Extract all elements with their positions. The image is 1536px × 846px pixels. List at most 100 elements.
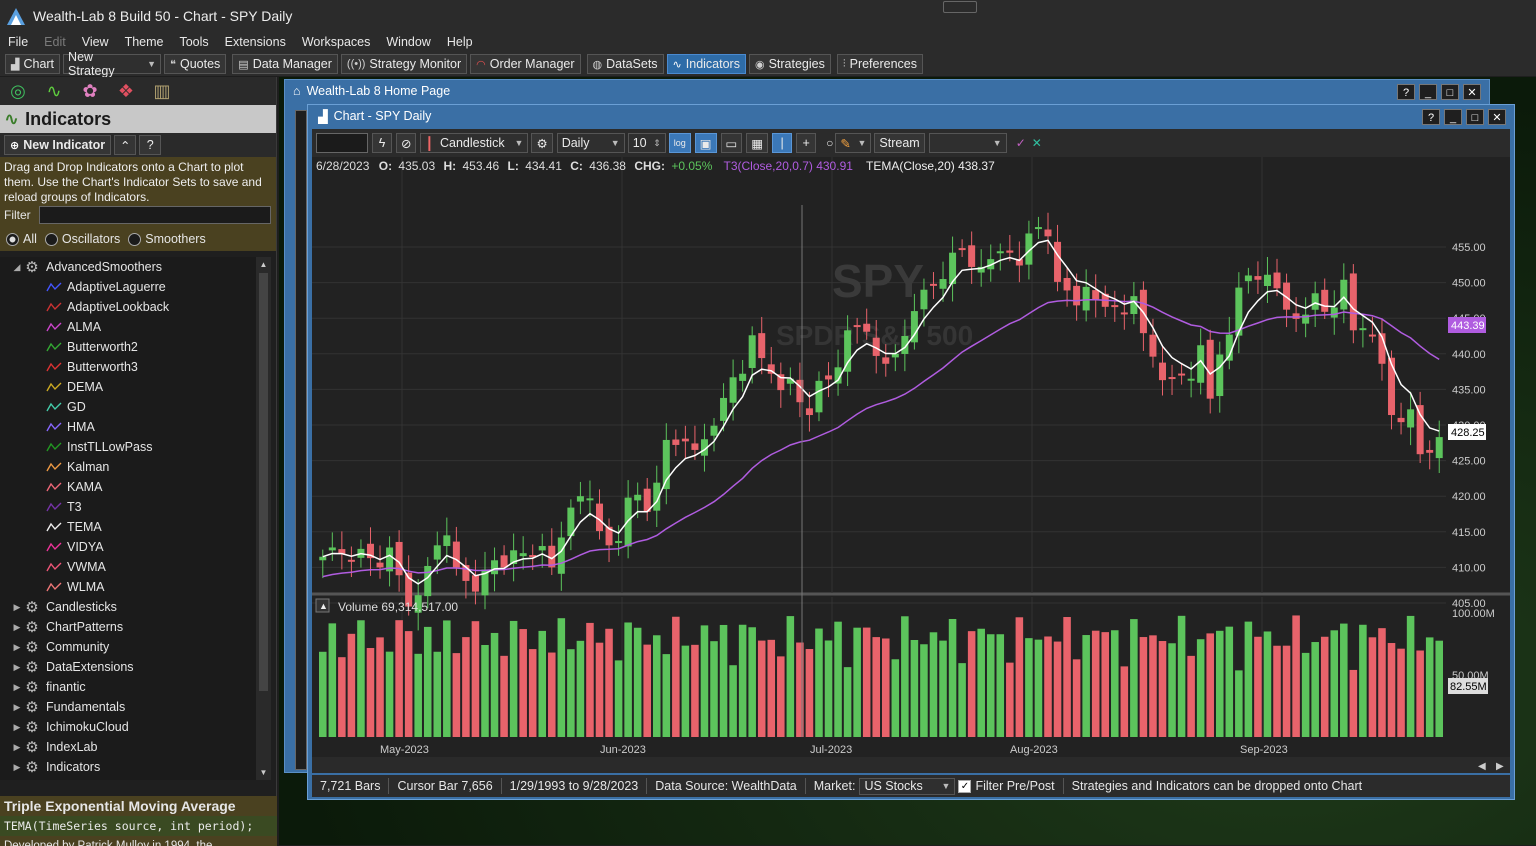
- menu-edit[interactable]: Edit: [44, 35, 66, 49]
- tree-item[interactable]: InstTLLowPass: [0, 437, 256, 457]
- menu-help[interactable]: Help: [446, 35, 473, 49]
- chart-window[interactable]: ▟ Chart - SPY Daily ? _ □ ✕ ϟ ⊘ ┃ Candlest…: [307, 104, 1515, 800]
- bar-spacing-stepper[interactable]: 10 ⇕: [627, 133, 666, 153]
- order-manager-button[interactable]: ◠ Order Manager: [470, 54, 581, 74]
- chart-button[interactable]: ▟ Chart: [5, 54, 61, 74]
- pane-button[interactable]: ▭: [720, 133, 743, 153]
- scroll-left-icon[interactable]: ◀: [1478, 761, 1486, 772]
- collapsed-arrow-icon[interactable]: ▶: [13, 661, 21, 672]
- tree-item[interactable]: HMA: [0, 417, 256, 437]
- minimize-icon[interactable]: _: [1444, 109, 1462, 125]
- quotes-button[interactable]: ❝ Quotes: [164, 54, 227, 74]
- help-icon[interactable]: ?: [1397, 84, 1415, 100]
- log-scale-button[interactable]: log: [668, 133, 691, 153]
- maximize-icon[interactable]: □: [1466, 109, 1484, 125]
- tree-item[interactable]: GD: [0, 397, 256, 417]
- data-manager-button[interactable]: ▤ Data Manager: [232, 54, 338, 74]
- collapsed-arrow-icon[interactable]: ▶: [13, 721, 21, 732]
- lightning-button[interactable]: ϟ: [372, 133, 392, 153]
- wave-icon[interactable]: ∿: [46, 81, 62, 101]
- maximize-icon[interactable]: □: [1441, 84, 1459, 100]
- tree-item[interactable]: VIDYA: [0, 537, 256, 557]
- strategies-button[interactable]: ◉ Strategies: [748, 54, 831, 74]
- stream-button[interactable]: Stream: [874, 133, 925, 153]
- menu-window[interactable]: Window: [386, 35, 431, 49]
- datasets-button[interactable]: ◍ DataSets: [586, 54, 664, 74]
- tree-item[interactable]: Butterworth3: [0, 357, 256, 377]
- tree-item[interactable]: KAMA: [0, 477, 256, 497]
- scale-select[interactable]: Daily ▼: [556, 133, 625, 153]
- preferences-button[interactable]: ⫶ Preferences: [836, 54, 924, 74]
- tree-item[interactable]: Butterworth2: [0, 337, 256, 357]
- menu-tools[interactable]: Tools: [179, 35, 209, 49]
- cursor-line-button[interactable]: |: [772, 133, 793, 153]
- scroll-right-icon[interactable]: ▶: [1496, 761, 1504, 772]
- collapsed-arrow-icon[interactable]: ▶: [13, 681, 21, 692]
- brain-icon[interactable]: ✿: [82, 81, 98, 101]
- close-icon[interactable]: ✕: [1488, 109, 1506, 125]
- stream-provider-select[interactable]: ▼: [928, 133, 1007, 153]
- menu-view[interactable]: View: [81, 35, 109, 49]
- collapsed-arrow-icon[interactable]: ▶: [13, 741, 21, 752]
- tree-item[interactable]: Kalman: [0, 457, 256, 477]
- menu-theme[interactable]: Theme: [124, 35, 164, 49]
- tree-group[interactable]: ▶ ⚙ Community: [0, 637, 256, 657]
- price-chart[interactable]: SPY SPDR S&P 500 455.00450.00445.00440.0…: [312, 157, 1510, 773]
- tree-group[interactable]: ▶ ⚙ IndexLab: [0, 737, 256, 757]
- cubes-icon[interactable]: ❖: [117, 81, 135, 101]
- help-icon[interactable]: ?: [1422, 109, 1440, 125]
- horizontal-scrollbar[interactable]: [312, 757, 1510, 773]
- tree-item[interactable]: AdaptiveLookback: [0, 297, 256, 317]
- collapsed-arrow-icon[interactable]: ▶: [13, 761, 21, 772]
- tree-item[interactable]: VWMA: [0, 557, 256, 577]
- tree-item[interactable]: AdaptiveLaguerre: [0, 277, 256, 297]
- indicators-button[interactable]: ∿ Indicators: [666, 54, 746, 74]
- link-button[interactable]: ⊘: [396, 133, 417, 153]
- tree-group[interactable]: ▶ ⚙ ChartPatterns: [0, 617, 256, 637]
- minimize-icon[interactable]: _: [1419, 84, 1437, 100]
- market-select[interactable]: US Stocks ▼: [859, 777, 956, 795]
- scroll-thumb[interactable]: [259, 273, 268, 691]
- tree-item[interactable]: DEMA: [0, 377, 256, 397]
- menu-file[interactable]: File: [8, 35, 29, 49]
- tree-item[interactable]: T3: [0, 497, 256, 517]
- chart-window-titlebar[interactable]: ▟ Chart - SPY Daily: [308, 105, 1514, 127]
- tree-group[interactable]: ▶ ⚙ Fundamentals: [0, 697, 256, 717]
- tree-group[interactable]: ▶ ⚙ DataExtensions: [0, 657, 256, 677]
- new-indicator-button[interactable]: ⊕ New Indicator: [4, 135, 112, 155]
- filter-input[interactable]: [38, 206, 271, 224]
- radio-oscillators[interactable]: Oscillators: [44, 232, 120, 246]
- check-icon[interactable]: ✓: [1015, 136, 1026, 150]
- menu-extensions[interactable]: Extensions: [224, 35, 286, 49]
- tree-item[interactable]: WLMA: [0, 577, 256, 597]
- cancel-icon[interactable]: ✕: [1031, 136, 1042, 150]
- home-window-titlebar[interactable]: ⌂ Wealth-Lab 8 Home Page: [285, 80, 1489, 102]
- menu-workspaces[interactable]: Workspaces: [301, 35, 371, 49]
- collapsed-arrow-icon[interactable]: ▶: [13, 641, 21, 652]
- tree-group[interactable]: ▶ ⚙ Candlesticks: [0, 597, 256, 617]
- chart-view-button[interactable]: ▣: [694, 133, 717, 153]
- help-button[interactable]: ?: [139, 135, 162, 155]
- chart-area[interactable]: SPY SPDR S&P 500 455.00450.00445.00440.0…: [312, 157, 1510, 773]
- tree-group[interactable]: ▶ ⚙ finantic: [0, 677, 256, 697]
- tree-item[interactable]: TEMA: [0, 517, 256, 537]
- tree-scrollbar[interactable]: ▲ ▼: [256, 257, 271, 780]
- collapsed-arrow-icon[interactable]: ▶: [13, 701, 21, 712]
- chart-style-select[interactable]: ┃ Candlestick ▼: [420, 133, 529, 153]
- chart-settings-button[interactable]: ⚙: [531, 133, 553, 153]
- books-icon[interactable]: ▥: [153, 81, 171, 101]
- record-icon[interactable]: ○: [826, 136, 834, 150]
- scroll-up-icon[interactable]: ▲: [259, 260, 268, 269]
- tree-group-open[interactable]: ◢ ⚙ AdvancedSmoothers: [0, 257, 256, 277]
- radio-all[interactable]: All: [6, 232, 37, 246]
- symbol-input[interactable]: [316, 133, 368, 153]
- collapse-all-button[interactable]: ⌃: [114, 135, 137, 155]
- collapsed-arrow-icon[interactable]: ▶: [13, 621, 21, 632]
- expanded-arrow-icon[interactable]: ◢: [13, 261, 21, 272]
- drawing-tools-select[interactable]: ✎ ▼: [835, 133, 872, 153]
- crosshair-button[interactable]: +: [796, 133, 817, 153]
- calendar-button[interactable]: ▦: [746, 133, 769, 153]
- tree-item[interactable]: ALMA: [0, 317, 256, 337]
- new-strategy-select[interactable]: New Strategy ▼: [63, 50, 162, 78]
- title-grip[interactable]: [943, 1, 977, 13]
